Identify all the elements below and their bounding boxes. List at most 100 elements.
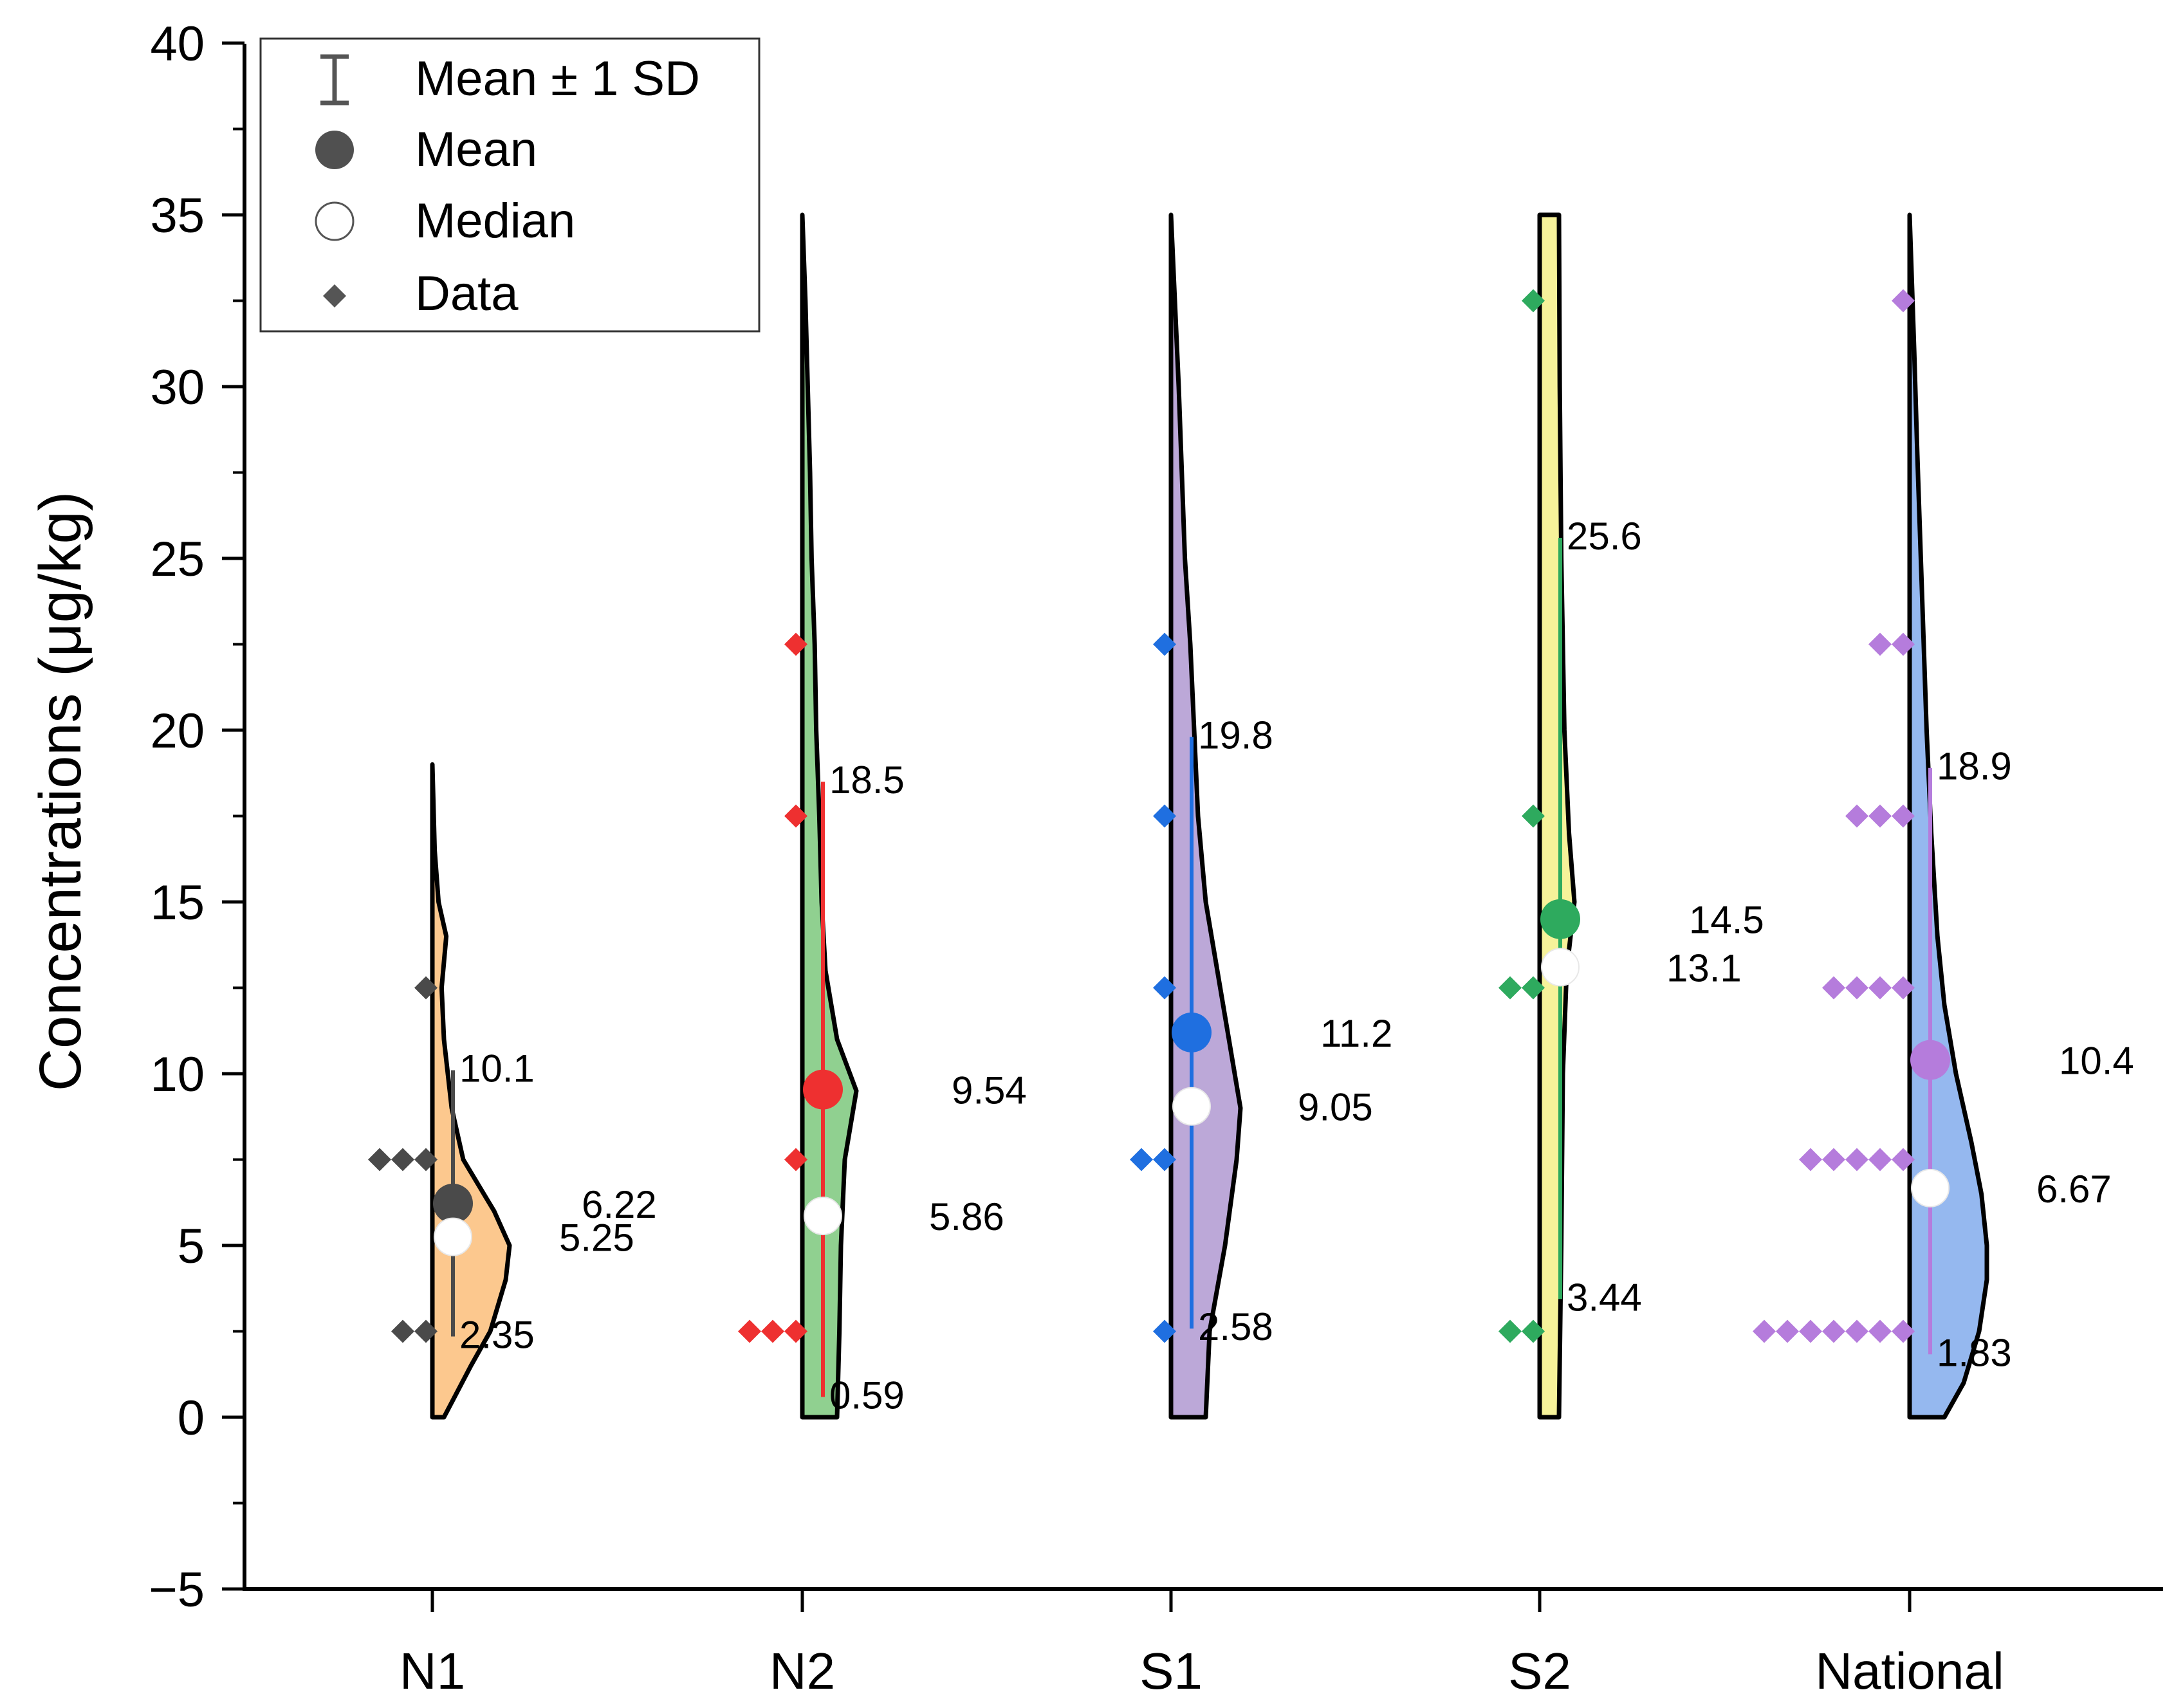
data-point-n2 [784,1148,807,1171]
legend-data-icon [323,284,346,308]
sd-low-label-n1: 2.35 [459,1314,535,1357]
mean-marker-national [1910,1040,1950,1080]
y-tick-label: 35 [150,188,205,243]
data-point-national [1822,976,1845,1000]
sd-high-label-s1: 19.8 [1198,714,1273,757]
y-tick-label: −5 [149,1563,205,1617]
y-ticks: −5 0 5 10 15 20 25 30 35 40 [149,17,244,1617]
data-point-s2 [1522,1319,1545,1343]
data-point-national [1868,976,1892,1000]
x-ticks: N1 N2 S1 S2 National [400,1589,2004,1700]
x-tick-label-national: National [1815,1642,2004,1700]
data-point-n1 [368,1148,391,1171]
data-point-n1 [414,1148,438,1171]
data-point-s2 [1522,976,1545,1000]
legend-sd-icon [320,54,349,106]
median-marker-s2 [1541,948,1580,987]
violins-layer [430,212,1989,1420]
y-tick-label: 20 [150,704,205,758]
legend-box [259,37,761,333]
data-point-national [1845,1319,1868,1343]
data-point-s2 [1498,976,1522,1000]
sd-low-label-n2: 0.59 [829,1373,905,1417]
legend-label-mean: Mean [415,122,537,177]
data-point-national [1892,976,1915,1000]
violin-s1 [1168,212,1243,1420]
plot-area: 10.1 2.35 6.225.25 18.5 0.59 9.54 5.86 19.8 2.58… [368,212,2134,1420]
data-point-national [1799,1319,1822,1343]
data-point-n2 [784,804,807,828]
sd-low-label-national: 1.83 [1937,1331,2012,1374]
y-tick-label: 25 [150,532,205,587]
data-point-national [1845,804,1868,828]
data-point-national [1776,1319,1799,1343]
median-marker-s1 [1172,1087,1211,1126]
mean-label-s2: 14.5 [1689,899,1764,942]
mean-marker-s2 [1540,899,1580,939]
data-point-s2 [1522,804,1545,828]
mean-label-n2: 9.54 [952,1069,1027,1112]
data-point-n2 [761,1319,784,1343]
x-tick-label-n1: N1 [400,1642,465,1700]
data-point-s1 [1153,976,1176,1000]
median-marker-n2 [804,1197,842,1236]
mean-label-n1: 6.22 [582,1183,657,1226]
sd-high-label-s2: 25.6 [1567,515,1642,558]
data-point-s1 [1153,1148,1176,1171]
mean-label-s1: 11.2 [1320,1012,1392,1055]
data-point-national [1892,632,1915,656]
data-point-national [1868,804,1892,828]
sd-low-label-s2: 3.44 [1567,1276,1642,1319]
data-point-national [1868,1148,1892,1171]
data-point-n1 [391,1319,414,1343]
data-point-national [1799,1148,1822,1171]
data-point-n2 [784,1319,807,1343]
sd-low-label-s1: 2.58 [1198,1305,1273,1348]
median-label-s2: 13.1 [1666,946,1742,989]
data-point-s1 [1153,632,1176,656]
median-marker-n1 [434,1217,472,1256]
data-point-s1 [1153,1319,1176,1343]
mean-marker-s1 [1172,1012,1212,1052]
sd-high-label-n1: 10.1 [459,1047,535,1090]
data-point-national [1822,1319,1845,1343]
sd-high-label-n2: 18.5 [829,758,905,802]
data-point-s2 [1498,1319,1522,1343]
y-tick-label: 5 [178,1219,205,1274]
legend: Mean ± 1 SD Mean Median Data [259,37,761,333]
legend-label-data: Data [415,266,519,321]
mean-marker-n2 [803,1069,843,1110]
violin-national [1907,212,1989,1420]
data-point-n1 [414,1319,438,1343]
x-tick-label-n2: N2 [770,1642,835,1700]
data-point-s1 [1153,804,1176,828]
value-labels-layer: 10.1 2.35 6.225.25 18.5 0.59 9.54 5.86 19.8 2.58… [459,515,2134,1417]
data-point-national [1892,804,1915,828]
median-marker-national [1911,1168,1950,1208]
y-tick-label: 30 [150,360,205,415]
y-axis-title: Concentrations (μg/kg) [28,491,93,1092]
median-label-n1: 5.25 [559,1217,634,1260]
median-label-n2: 5.86 [929,1195,1004,1238]
median-label-national: 6.67 [2036,1168,2112,1211]
y-tick-label: 0 [178,1391,205,1446]
axes: −5 0 5 10 15 20 25 30 35 40 N1 N2 S1 S2 National [149,17,2163,1700]
data-point-national [1868,632,1892,656]
data-point-national [1845,976,1868,1000]
data-point-n2 [738,1319,761,1343]
y-tick-label: 40 [150,17,205,71]
mean-marker-n1 [433,1183,473,1224]
data-point-national [1868,1319,1892,1343]
y-tick-label: 10 [150,1047,205,1102]
x-tick-label-s2: S2 [1508,1642,1571,1700]
mean-label-national: 10.4 [2059,1040,2134,1083]
violin-s2 [1537,212,1577,1420]
data-point-national [1892,1148,1915,1171]
data-point-n1 [391,1148,414,1171]
legend-label-sd: Mean ± 1 SD [415,51,700,106]
x-tick-label-s1: S1 [1139,1642,1203,1700]
data-point-n1 [414,976,438,1000]
data-point-national [1753,1319,1776,1343]
sd-high-label-national: 18.9 [1937,745,2012,788]
